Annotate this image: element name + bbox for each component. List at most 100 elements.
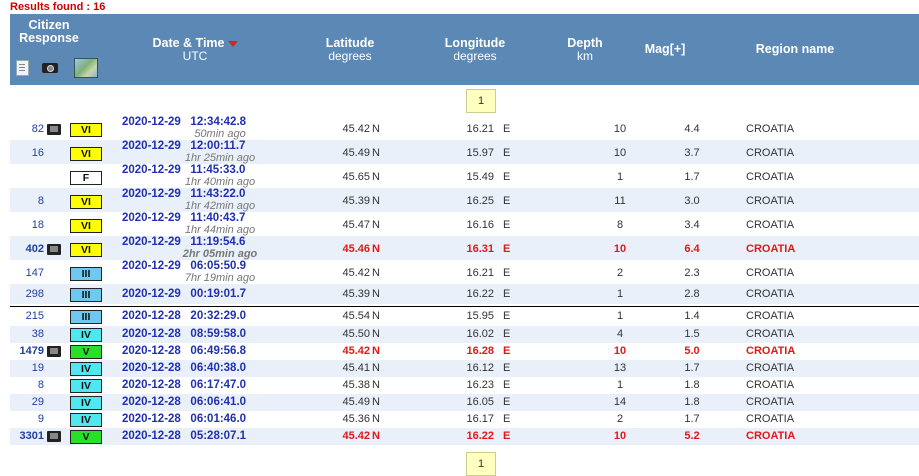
event-time[interactable]: 12:34:42.8 <box>190 116 247 128</box>
table-row[interactable]: 45.65 N 15.49 E 1 1.7 CROATIA F 2020-12-29 11:45… <box>10 164 919 188</box>
event-date[interactable]: 2020-12-28 <box>122 396 181 408</box>
event-date[interactable]: 2020-12-28 <box>122 310 181 322</box>
intensity-badge[interactable]: III <box>70 310 102 324</box>
event-datetime-link[interactable]: 2020-12-28 06:17:47.0 <box>122 379 246 391</box>
table-row[interactable]: 9 45.36 N 16.17 E 2 1.7 CROATIA IV 2020-12-28 06:… <box>10 411 919 428</box>
table-row[interactable]: 8 45.38 N 16.23 E 1 1.8 CROATIA IV 2020-12-28 06:… <box>10 377 919 394</box>
region-name[interactable]: CROATIA <box>746 413 795 425</box>
table-row[interactable]: 29 45.49 N 16.05 E 14 1.8 CROATIA IV 2020-12-28 0… <box>10 394 919 411</box>
instrument-icon[interactable] <box>47 431 65 443</box>
table-row[interactable]: 1479 45.42 N 16.28 E 10 5.0 CROATIA V 2020-12-28 … <box>10 343 919 360</box>
event-date[interactable]: 2020-12-28 <box>122 379 181 391</box>
event-datetime-link[interactable]: 2020-12-28 20:32:29.0 <box>122 310 246 322</box>
intensity-badge[interactable]: VI <box>70 243 102 257</box>
intensity-badge[interactable]: IV <box>70 396 102 410</box>
region-name[interactable]: CROATIA <box>746 267 795 279</box>
event-time[interactable]: 06:49:56.8 <box>190 345 247 357</box>
intensity-badge[interactable]: V <box>70 345 102 359</box>
table-row[interactable]: 147 45.42 N 16.21 E 2 2.3 CROATIA III 2020-12-29 … <box>10 260 919 284</box>
table-row[interactable]: 82 45.42 N 16.21 E 10 4.4 CROATIA VI 2020-12-29 1… <box>10 116 919 140</box>
event-date[interactable]: 2020-12-29 <box>122 116 181 128</box>
citizen-count[interactable]: 38 <box>31 328 44 340</box>
document-icon[interactable] <box>16 60 29 76</box>
event-datetime-link[interactable]: 2020-12-28 06:40:38.0 <box>122 362 246 374</box>
citizen-count[interactable]: 147 <box>25 267 44 279</box>
event-time[interactable]: 08:59:58.0 <box>190 328 247 340</box>
citizen-count[interactable]: 402 <box>25 243 44 255</box>
table-row[interactable]: 8 45.39 N 16.25 E 11 3.0 CROATIA VI 2020-12-29 11… <box>10 188 919 212</box>
citizen-count[interactable]: 82 <box>31 123 44 135</box>
event-time[interactable]: 12:00:11.7 <box>190 140 246 152</box>
table-row[interactable]: 38 45.50 N 16.02 E 4 1.5 CROATIA IV 2020-12-28 08… <box>10 326 919 343</box>
citizen-count[interactable]: 8 <box>37 379 44 391</box>
table-row[interactable]: 18 45.47 N 16.16 E 8 3.4 CROATIA VI 2020-12-29 11… <box>10 212 919 236</box>
citizen-count[interactable]: 298 <box>25 288 44 300</box>
region-name[interactable]: CROATIA <box>746 195 795 207</box>
intensity-badge[interactable]: IV <box>70 362 102 376</box>
event-datetime-link[interactable]: 2020-12-29 00:19:01.7 <box>122 288 246 300</box>
column-magnitude[interactable]: Mag[+] <box>644 42 686 56</box>
event-time[interactable]: 00:19:01.7 <box>190 288 247 300</box>
event-date[interactable]: 2020-12-28 <box>122 328 181 340</box>
region-name[interactable]: CROATIA <box>746 362 795 374</box>
table-row[interactable]: 16 45.49 N 15.97 E 10 3.7 CROATIA VI 2020-12-29 1… <box>10 140 919 164</box>
citizen-count[interactable]: 16 <box>31 147 44 159</box>
event-date[interactable]: 2020-12-28 <box>122 345 181 357</box>
event-datetime-link[interactable]: 2020-12-28 06:06:41.0 <box>122 396 246 408</box>
region-name[interactable]: CROATIA <box>746 328 795 340</box>
citizen-count[interactable]: 9 <box>37 413 44 425</box>
region-name[interactable]: CROATIA <box>746 379 795 391</box>
event-time[interactable]: 11:19:54.6 <box>190 236 246 248</box>
citizen-count[interactable]: 1479 <box>19 345 44 357</box>
event-datetime-link[interactable]: 2020-12-29 11:45:33.0 <box>122 164 245 176</box>
intensity-badge[interactable]: VI <box>70 147 102 161</box>
event-time[interactable]: 11:45:33.0 <box>190 164 246 176</box>
citizen-count[interactable]: 19 <box>31 362 44 374</box>
event-time[interactable]: 06:06:41.0 <box>190 396 247 408</box>
region-name[interactable]: CROATIA <box>746 430 796 442</box>
intensity-badge[interactable]: VI <box>70 123 102 137</box>
region-name[interactable]: CROATIA <box>746 345 796 357</box>
intensity-badge[interactable]: F <box>70 171 102 185</box>
region-name[interactable]: CROATIA <box>746 243 796 255</box>
event-datetime-link[interactable]: 2020-12-28 06:01:46.0 <box>122 413 246 425</box>
pager-page-button-bottom[interactable]: 1 <box>466 452 496 476</box>
table-row[interactable]: 298 45.39 N 16.22 E 1 2.8 CROATIA III 2020-12-29 … <box>10 284 919 304</box>
intensity-badge[interactable]: IV <box>70 413 102 427</box>
event-datetime-link[interactable]: 2020-12-28 05:28:07.1 <box>122 430 246 442</box>
event-date[interactable]: 2020-12-29 <box>122 212 181 224</box>
column-latitude[interactable]: Latitude degrees <box>325 36 375 63</box>
event-datetime-link[interactable]: 2020-12-29 11:43:22.0 <box>122 188 245 200</box>
event-datetime-link[interactable]: 2020-12-28 08:59:58.0 <box>122 328 246 340</box>
citizen-count[interactable]: 215 <box>25 310 44 322</box>
region-name[interactable]: CROATIA <box>746 171 795 183</box>
event-date[interactable]: 2020-12-29 <box>122 236 181 248</box>
intensity-badge[interactable]: IV <box>70 379 102 393</box>
table-row[interactable]: 3301 45.42 N 16.22 E 10 5.2 CROATIA V 2020-12-28 … <box>10 428 919 445</box>
column-depth[interactable]: Depth km <box>567 36 603 63</box>
event-datetime-link[interactable]: 2020-12-29 11:19:54.6 <box>122 236 245 248</box>
event-time[interactable]: 11:43:22.0 <box>190 188 246 200</box>
instrument-icon[interactable] <box>47 124 65 136</box>
event-date[interactable]: 2020-12-29 <box>122 260 181 272</box>
event-date[interactable]: 2020-12-29 <box>122 188 181 200</box>
event-time[interactable]: 06:40:38.0 <box>190 362 247 374</box>
citizen-count[interactable]: 18 <box>31 219 44 231</box>
citizen-count[interactable]: 3301 <box>19 430 44 442</box>
column-region[interactable]: Region name <box>755 42 835 56</box>
event-date[interactable]: 2020-12-29 <box>122 288 181 300</box>
intensity-badge[interactable]: VI <box>70 219 102 233</box>
event-datetime-link[interactable]: 2020-12-29 12:34:42.8 <box>122 116 246 128</box>
pager-page-button[interactable]: 1 <box>466 89 496 113</box>
event-datetime-link[interactable]: 2020-12-29 12:00:11.7 <box>122 140 245 152</box>
region-name[interactable]: CROATIA <box>746 219 795 231</box>
event-date[interactable]: 2020-12-28 <box>122 430 181 442</box>
region-name[interactable]: CROATIA <box>746 147 795 159</box>
event-date[interactable]: 2020-12-29 <box>122 164 181 176</box>
map-icon[interactable] <box>74 58 98 78</box>
region-name[interactable]: CROATIA <box>746 288 795 300</box>
citizen-count[interactable]: 8 <box>37 195 44 207</box>
intensity-badge[interactable]: V <box>70 430 102 444</box>
event-datetime-link[interactable]: 2020-12-28 06:49:56.8 <box>122 345 246 357</box>
camera-icon[interactable] <box>42 63 58 73</box>
